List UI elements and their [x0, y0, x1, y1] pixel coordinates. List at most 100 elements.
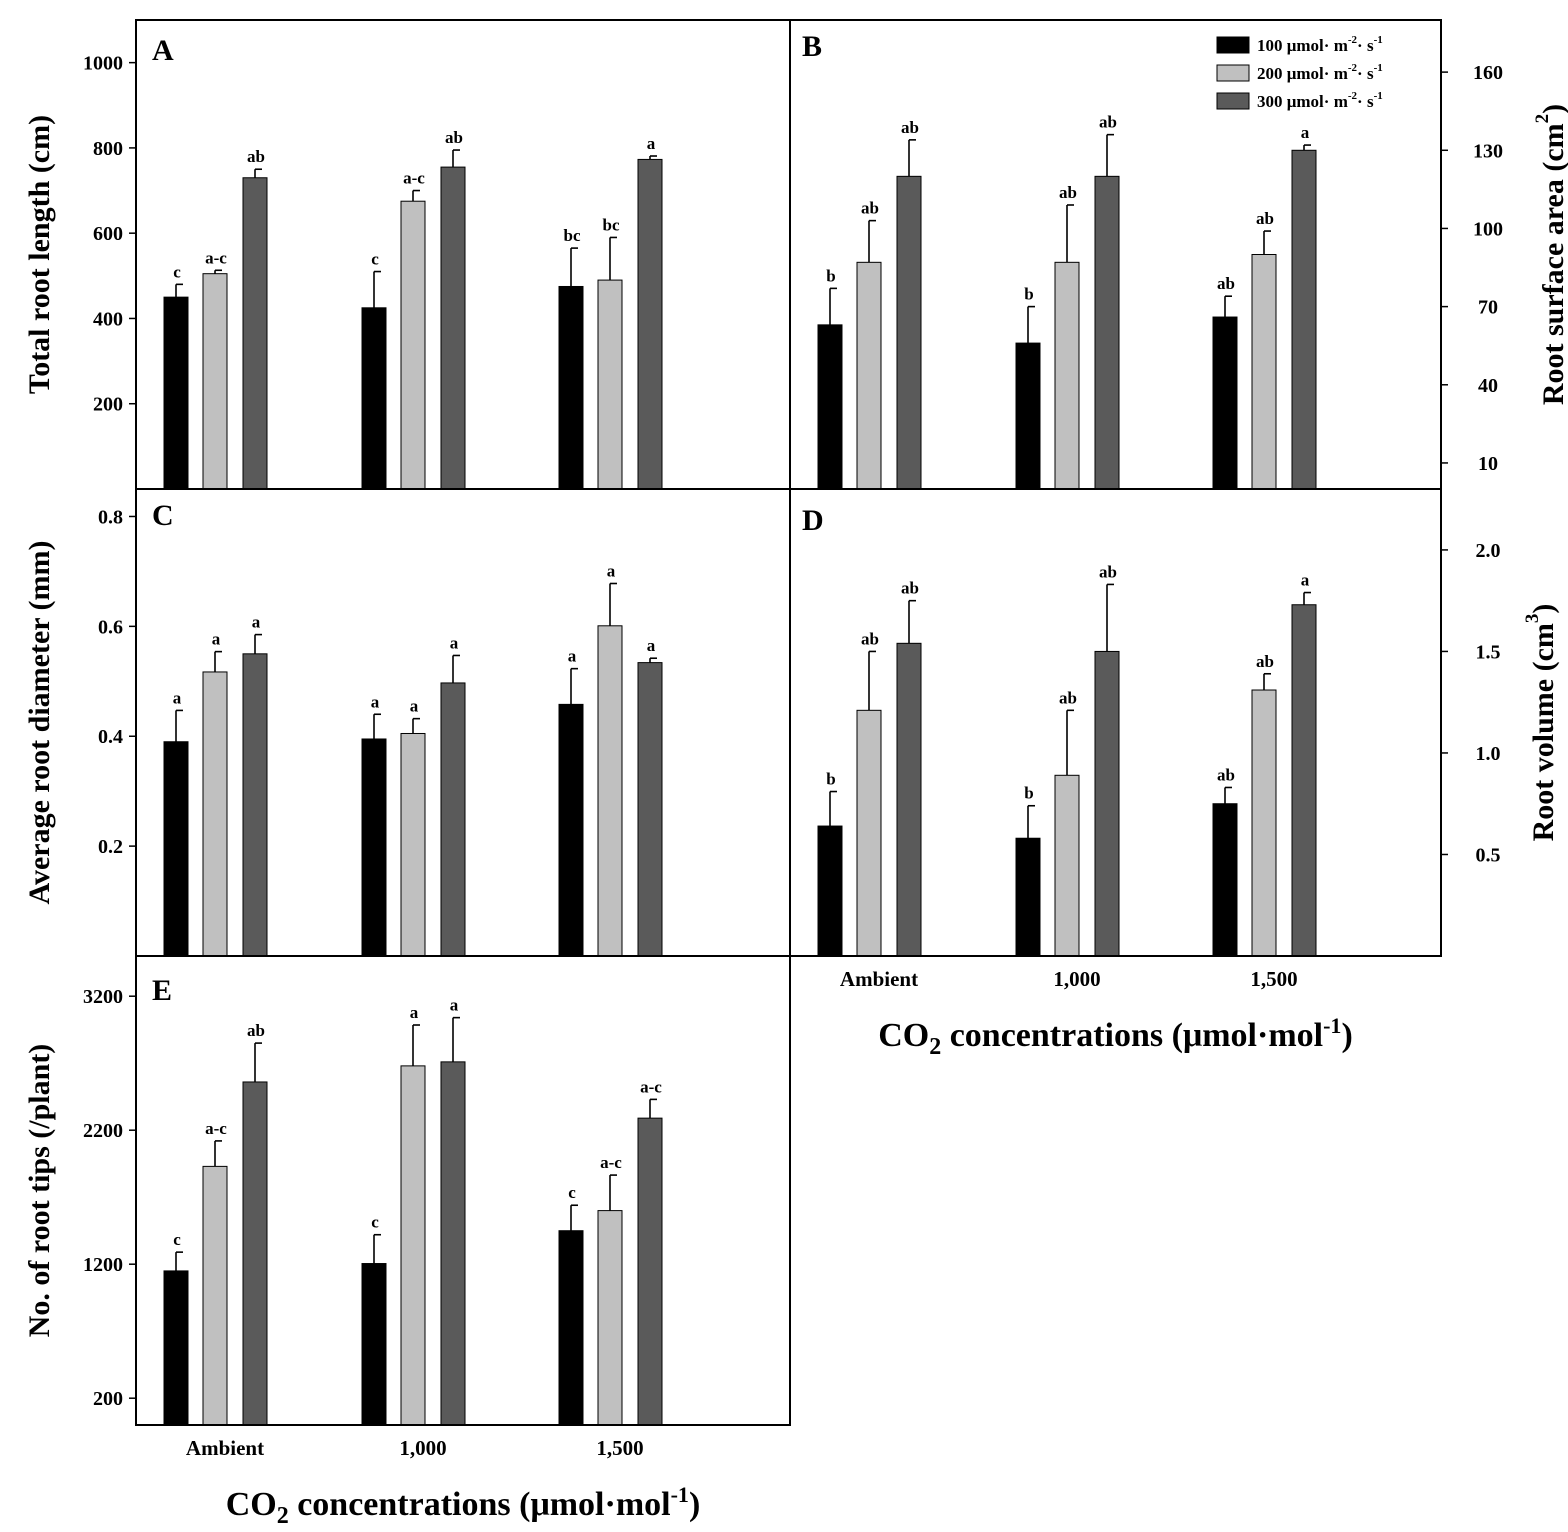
y-tick-label: 400 [93, 308, 123, 330]
bar [637, 1117, 663, 1426]
bar [558, 285, 584, 490]
x-tick-label: 1,000 [1053, 967, 1100, 991]
bar [597, 1210, 623, 1426]
significance-letter: a [450, 996, 459, 1015]
legend: 100 μmol· m-2· s-1 200 μmol· m-2· s-1 300 … [1216, 34, 1383, 111]
panel-d: b b ab ab ab ab ab ab a 0.5 1.0 1.5 2.0 Root volume (… [789, 488, 1560, 1060]
panel-e: c c c a-c a a-c ab a a-c 200 1200 2200 3200 No. of ro… [23, 955, 791, 1529]
significance-letter: ab [1217, 765, 1235, 784]
legend-swatch [1216, 92, 1250, 110]
y-tick-label: 600 [93, 223, 123, 245]
significance-letter: a [371, 692, 380, 711]
y-tick-label: 1200 [83, 1254, 123, 1276]
y-tick-label: 0.5 [1476, 844, 1501, 866]
bar [1015, 342, 1041, 490]
bar [400, 732, 426, 957]
bar [597, 279, 623, 490]
significance-letter: b [1024, 285, 1033, 304]
panel-frame [789, 488, 1442, 957]
significance-letter: a [212, 630, 221, 649]
significance-letter: c [173, 1230, 181, 1249]
bar [361, 1263, 387, 1426]
significance-letter: a [568, 647, 577, 666]
panel-b: b b ab ab ab ab ab ab a 10 40 70 100 130 160 Root surfa… [789, 19, 1568, 490]
significance-letter: ab [1256, 652, 1274, 671]
y-axis-title: Root volume (cm3) [1522, 604, 1560, 842]
panel-letter: B [802, 30, 822, 63]
y-tick-label: 200 [93, 1388, 123, 1410]
panel-frame [135, 955, 791, 1426]
bar [896, 642, 922, 957]
bar [242, 653, 268, 957]
significance-letter: bc [603, 215, 620, 234]
significance-letter: c [371, 1213, 379, 1232]
bar [1212, 803, 1238, 957]
y-tick-label: 200 [93, 394, 123, 416]
y-tick-label: 100 [1473, 218, 1503, 240]
bar [361, 738, 387, 957]
x-axis-title: CO2 concentrations (μmol·mol-1) [878, 1013, 1353, 1060]
panel-letter: C [152, 499, 174, 532]
significance-letter: ab [247, 1021, 265, 1040]
significance-letter: ab [1217, 274, 1235, 293]
y-tick-label: 130 [1473, 140, 1503, 162]
bar [440, 166, 466, 490]
y-tick-label: 0.2 [98, 836, 123, 858]
bar [1054, 261, 1080, 490]
y-axis-title: No. of root tips (/plant) [23, 1044, 56, 1338]
significance-letter: a [647, 134, 656, 153]
bar [361, 307, 387, 490]
significance-letter: a [1301, 571, 1310, 590]
significance-letter: a [607, 561, 616, 580]
legend-label: 200 μmol· m-2· s-1 [1257, 62, 1383, 83]
bar [202, 671, 228, 957]
significance-letter: ab [247, 147, 265, 166]
significance-letter: a [252, 613, 261, 632]
significance-letter: ab [901, 579, 919, 598]
y-axis-title: Total root length (cm) [23, 115, 56, 394]
significance-letter: b [826, 266, 835, 285]
bar [558, 1230, 584, 1426]
significance-letter: a-c [403, 169, 425, 188]
y-tick-label: 2.0 [1476, 540, 1501, 562]
significance-letter: a [647, 636, 656, 655]
significance-letter: ab [1256, 209, 1274, 228]
bar [242, 177, 268, 490]
y-tick-label: 0.8 [98, 506, 123, 528]
bar [1054, 774, 1080, 957]
significance-letter: a [1301, 123, 1310, 142]
significance-letter: a-c [640, 1077, 662, 1096]
significance-letter: a-c [205, 1119, 227, 1138]
significance-letter: a-c [205, 248, 227, 267]
significance-letter: c [371, 250, 379, 269]
bar [400, 1065, 426, 1426]
bar [440, 1061, 466, 1426]
significance-letter: ab [445, 128, 463, 147]
bar [856, 261, 882, 490]
bar [856, 709, 882, 957]
significance-letter: ab [901, 118, 919, 137]
significance-letter: a [410, 1003, 419, 1022]
y-tick-label: 160 [1473, 62, 1503, 84]
y-axis-title: Root surface area (cm2) [1532, 104, 1568, 405]
bar [1212, 316, 1238, 490]
bar [817, 324, 843, 490]
bar [1291, 149, 1317, 490]
legend-label: 100 μmol· m-2· s-1 [1257, 34, 1383, 55]
significance-letter: b [826, 770, 835, 789]
bar [1291, 604, 1317, 957]
x-tick-label: Ambient [186, 1436, 264, 1460]
x-tick-label: 1,500 [596, 1436, 643, 1460]
x-tick-label: 1,500 [1250, 967, 1297, 991]
bar [163, 1270, 189, 1426]
bar [202, 273, 228, 490]
bar [637, 158, 663, 490]
x-axis-title: CO2 concentrations (μmol·mol-1) [226, 1482, 701, 1529]
significance-letter: ab [1059, 183, 1077, 202]
significance-letter: bc [564, 226, 581, 245]
bar [163, 296, 189, 490]
bar [163, 741, 189, 957]
y-tick-label: 2200 [83, 1120, 123, 1142]
y-tick-label: 800 [93, 138, 123, 160]
